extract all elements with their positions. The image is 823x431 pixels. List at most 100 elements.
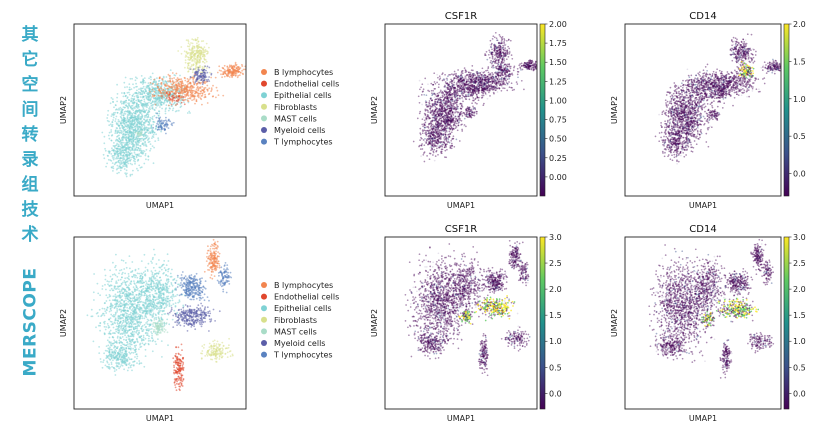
point xyxy=(122,150,124,152)
point xyxy=(456,116,459,118)
point xyxy=(123,168,126,170)
point xyxy=(513,88,515,91)
point xyxy=(189,112,191,114)
point xyxy=(206,52,208,55)
point xyxy=(439,101,442,104)
point xyxy=(147,98,150,101)
point xyxy=(434,136,437,139)
point xyxy=(236,76,239,79)
point xyxy=(444,96,446,98)
point xyxy=(457,69,459,71)
point xyxy=(428,129,430,132)
point xyxy=(166,84,169,87)
point xyxy=(425,103,428,106)
point xyxy=(138,139,141,142)
point xyxy=(115,115,118,118)
point xyxy=(450,110,453,112)
point xyxy=(192,55,195,57)
point xyxy=(153,108,156,111)
point xyxy=(171,77,174,80)
point xyxy=(450,103,453,105)
point xyxy=(138,164,141,167)
point xyxy=(106,114,109,116)
point xyxy=(121,136,124,139)
point xyxy=(127,113,129,116)
point xyxy=(423,119,426,122)
point xyxy=(120,132,123,135)
point xyxy=(132,132,135,135)
point xyxy=(432,127,435,130)
point xyxy=(195,65,197,67)
point xyxy=(469,83,472,85)
point xyxy=(440,127,443,130)
point xyxy=(420,137,423,140)
point xyxy=(449,81,451,83)
point xyxy=(116,142,118,145)
point xyxy=(187,62,190,65)
point xyxy=(144,141,147,144)
point xyxy=(483,85,486,88)
point xyxy=(128,140,131,143)
point xyxy=(138,122,141,125)
point xyxy=(452,120,455,122)
point xyxy=(148,123,151,125)
point xyxy=(448,130,451,133)
point xyxy=(472,81,475,83)
point xyxy=(230,67,233,70)
point xyxy=(443,94,446,96)
point xyxy=(142,95,145,98)
point xyxy=(187,40,190,43)
point xyxy=(463,77,465,80)
point xyxy=(162,81,165,83)
point xyxy=(126,132,129,134)
point xyxy=(233,68,236,71)
point xyxy=(132,93,135,96)
point xyxy=(188,110,191,113)
point xyxy=(442,129,444,131)
point xyxy=(478,76,481,79)
point xyxy=(145,90,147,92)
point xyxy=(130,158,132,161)
point xyxy=(472,97,475,99)
point xyxy=(468,71,470,74)
point xyxy=(124,172,127,175)
point xyxy=(147,82,150,84)
point xyxy=(149,88,151,90)
point xyxy=(186,66,189,68)
point xyxy=(448,133,450,136)
point xyxy=(197,50,200,53)
point xyxy=(500,77,503,80)
point xyxy=(150,125,153,128)
point xyxy=(134,118,136,121)
point xyxy=(147,127,150,129)
point xyxy=(231,72,234,75)
point xyxy=(428,122,431,125)
point xyxy=(447,100,449,103)
point xyxy=(434,100,436,103)
point xyxy=(446,148,448,151)
point xyxy=(437,128,440,131)
point xyxy=(481,67,484,70)
point xyxy=(173,81,176,84)
point xyxy=(164,110,167,112)
point xyxy=(226,69,229,72)
point xyxy=(465,95,468,98)
point xyxy=(424,109,427,112)
point xyxy=(455,103,458,106)
point xyxy=(157,103,160,105)
point xyxy=(446,131,448,133)
point xyxy=(165,80,168,83)
point xyxy=(116,132,118,135)
point xyxy=(196,85,199,88)
point xyxy=(141,114,144,117)
point xyxy=(444,81,447,83)
point xyxy=(126,86,128,88)
point xyxy=(438,108,441,111)
point xyxy=(438,83,440,86)
point xyxy=(144,137,147,140)
point xyxy=(120,152,123,154)
point xyxy=(189,44,191,46)
point xyxy=(435,113,437,116)
point xyxy=(472,74,475,77)
point xyxy=(202,81,204,84)
